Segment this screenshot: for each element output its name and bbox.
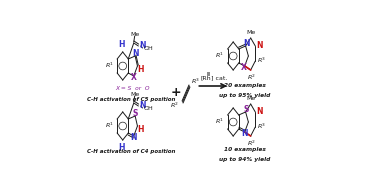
Text: $R^3$: $R^3$ (257, 121, 266, 131)
Text: $R^1$: $R^1$ (105, 60, 114, 70)
Text: S: S (133, 109, 138, 117)
Text: Me: Me (130, 93, 139, 97)
Text: $R^1$: $R^1$ (215, 116, 225, 126)
Text: H: H (137, 65, 144, 73)
Text: X = S  or  O: X = S or O (116, 85, 150, 90)
Text: $R^1$: $R^1$ (105, 120, 114, 130)
Text: $R^2$: $R^2$ (246, 72, 256, 82)
Text: $R^2$: $R^2$ (246, 138, 256, 148)
Text: OH: OH (143, 45, 153, 50)
Text: H: H (118, 143, 125, 152)
Text: III: III (207, 72, 211, 77)
Text: Me: Me (246, 30, 256, 34)
Text: $R^3$: $R^3$ (257, 55, 266, 65)
Text: N: N (243, 38, 249, 48)
Text: S: S (243, 105, 249, 113)
Text: 20 examples: 20 examples (224, 84, 266, 89)
Text: N: N (139, 101, 146, 109)
Text: C-H activation of C4 position: C-H activation of C4 position (87, 149, 175, 155)
Text: X: X (130, 73, 136, 82)
Text: N: N (241, 129, 248, 139)
Text: N: N (257, 106, 263, 116)
Text: +: + (170, 85, 181, 98)
Text: $R^2$: $R^2$ (170, 100, 179, 110)
Text: OH: OH (143, 105, 153, 110)
Text: Me: Me (130, 33, 139, 38)
Text: $R^3$: $R^3$ (191, 76, 200, 86)
Text: N: N (130, 133, 136, 143)
Text: N: N (257, 41, 263, 49)
Text: [Rh: [Rh (200, 76, 211, 81)
Text: C-H activation of C5 position: C-H activation of C5 position (87, 97, 175, 101)
Text: up to 95% yield: up to 95% yield (219, 93, 270, 98)
Text: ] cat.: ] cat. (211, 76, 227, 81)
Text: up to 94% yield: up to 94% yield (219, 157, 270, 163)
Text: N: N (132, 49, 139, 57)
Text: N: N (139, 41, 146, 49)
Text: H: H (118, 40, 125, 49)
Text: H: H (137, 125, 144, 133)
Text: Me: Me (246, 96, 256, 101)
Text: $R^1$: $R^1$ (215, 50, 225, 60)
Text: X: X (241, 64, 247, 73)
Text: 10 examples: 10 examples (224, 148, 266, 152)
